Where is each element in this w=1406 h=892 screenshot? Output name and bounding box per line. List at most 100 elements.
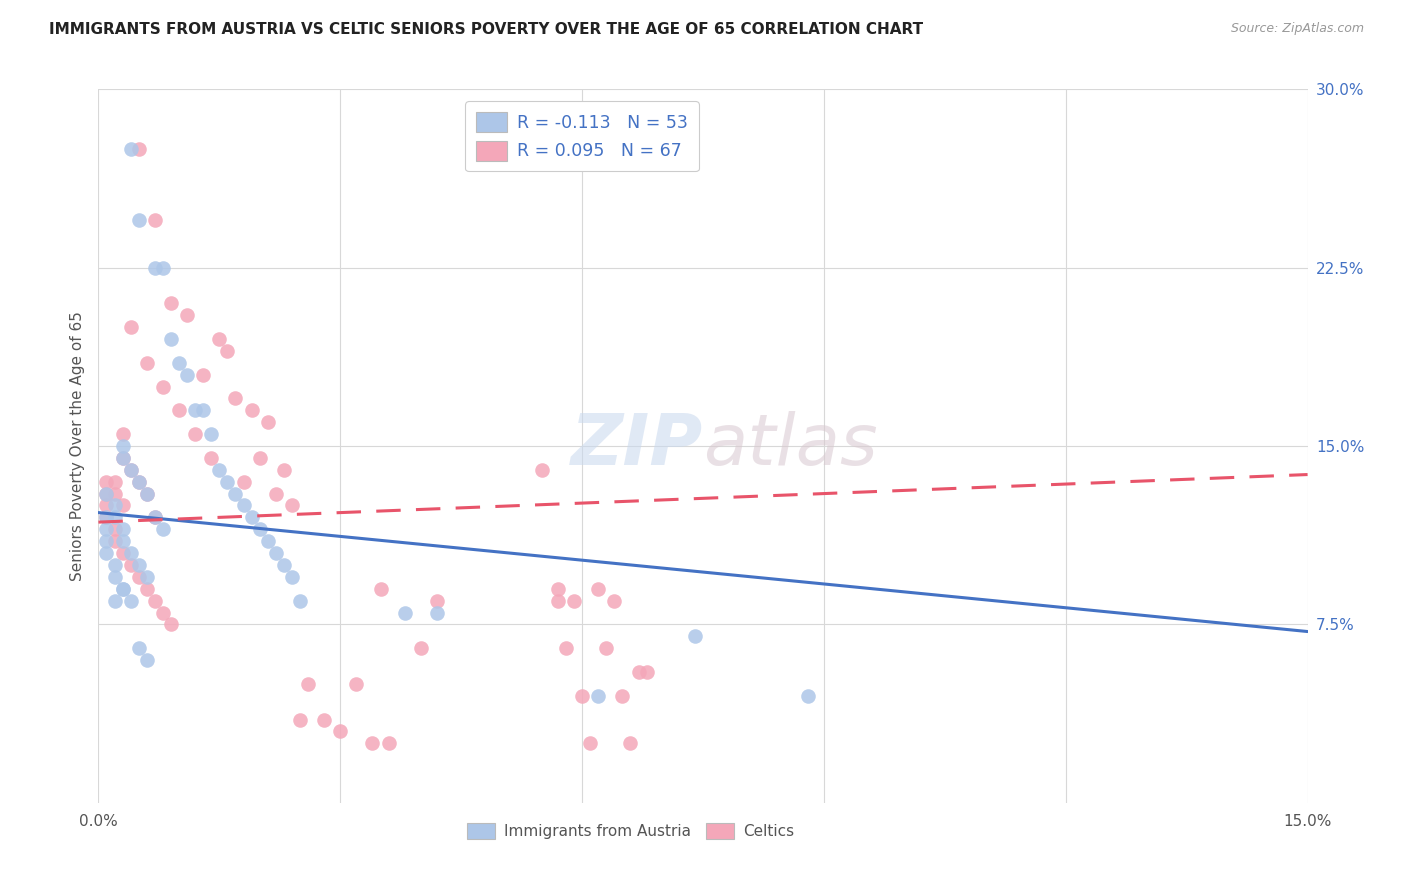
Point (96, 534, 118, 549)
Point (96, 475, 118, 489)
Point (103, 486, 125, 500)
Point (193, 368, 215, 382)
Point (200, 450, 222, 465)
Point (143, 213, 166, 227)
Text: IMMIGRANTS FROM AUSTRIA VS CELTIC SENIORS POVERTY OVER THE AGE OF 65 CORRELATION: IMMIGRANTS FROM AUSTRIA VS CELTIC SENIOR… (49, 22, 924, 37)
Text: ZIP: ZIP (571, 411, 703, 481)
Point (176, 308, 198, 322)
Point (152, 379, 174, 393)
Point (256, 534, 278, 549)
Point (240, 403, 263, 417)
Point (103, 499, 125, 513)
Point (96, 510, 118, 524)
Point (135, 356, 157, 370)
Point (249, 522, 271, 536)
Point (530, 463, 553, 477)
Text: atlas: atlas (703, 411, 877, 481)
Point (160, 332, 183, 346)
Point (586, 689, 609, 703)
Point (547, 593, 569, 607)
Point (111, 534, 134, 549)
Point (167, 403, 190, 417)
Point (167, 356, 190, 370)
Point (111, 582, 134, 596)
Point (281, 570, 304, 584)
Point (111, 499, 134, 513)
Point (96, 510, 118, 524)
Point (217, 343, 239, 358)
Point (232, 499, 254, 513)
Point (619, 736, 641, 750)
Point (200, 427, 222, 442)
Point (135, 582, 157, 596)
Point (273, 463, 295, 477)
Point (103, 570, 125, 584)
Point (96, 546, 118, 560)
Point (273, 558, 295, 572)
Point (586, 582, 609, 596)
Point (636, 665, 658, 679)
Point (240, 510, 263, 524)
Point (797, 689, 820, 703)
Point (612, 689, 634, 703)
Point (111, 450, 134, 465)
Point (128, 475, 150, 489)
Point (377, 736, 399, 750)
Point (111, 546, 134, 560)
Point (135, 653, 157, 667)
Point (193, 403, 215, 417)
Point (394, 606, 416, 620)
Point (627, 665, 650, 679)
Point (135, 486, 157, 500)
Text: Source: ZipAtlas.com: Source: ZipAtlas.com (1230, 22, 1364, 36)
Point (135, 570, 157, 584)
Point (120, 558, 142, 572)
Point (96, 486, 118, 500)
Point (160, 617, 183, 632)
Point (562, 593, 585, 607)
Point (555, 641, 578, 656)
Point (595, 641, 617, 656)
Point (143, 510, 166, 524)
Point (96, 522, 118, 536)
Point (579, 736, 602, 750)
Point (120, 463, 142, 477)
Point (128, 570, 150, 584)
Point (120, 463, 142, 477)
Point (281, 499, 304, 513)
Point (361, 736, 384, 750)
Point (103, 522, 125, 536)
Point (370, 582, 392, 596)
Point (143, 593, 166, 607)
Point (103, 534, 125, 549)
Point (152, 606, 174, 620)
Point (288, 713, 311, 727)
Point (128, 142, 150, 156)
Point (103, 475, 125, 489)
Point (152, 260, 174, 275)
Point (128, 558, 150, 572)
Point (135, 486, 157, 500)
Legend: Immigrants from Austria, Celtics: Immigrants from Austria, Celtics (461, 817, 800, 845)
Point (409, 641, 432, 656)
Point (571, 689, 593, 703)
Point (120, 320, 142, 334)
Point (256, 415, 278, 429)
Point (111, 450, 134, 465)
Point (224, 392, 246, 406)
Point (160, 296, 183, 310)
Point (314, 713, 336, 727)
Point (184, 427, 207, 442)
Point (120, 546, 142, 560)
Point (176, 368, 198, 382)
Point (103, 510, 125, 524)
Y-axis label: Seniors Poverty Over the Age of 65: Seniors Poverty Over the Age of 65 (69, 311, 84, 581)
Point (111, 439, 134, 453)
Point (344, 677, 367, 691)
Point (208, 463, 231, 477)
Point (120, 142, 142, 156)
Point (128, 475, 150, 489)
Point (103, 593, 125, 607)
Point (603, 593, 626, 607)
Point (152, 522, 174, 536)
